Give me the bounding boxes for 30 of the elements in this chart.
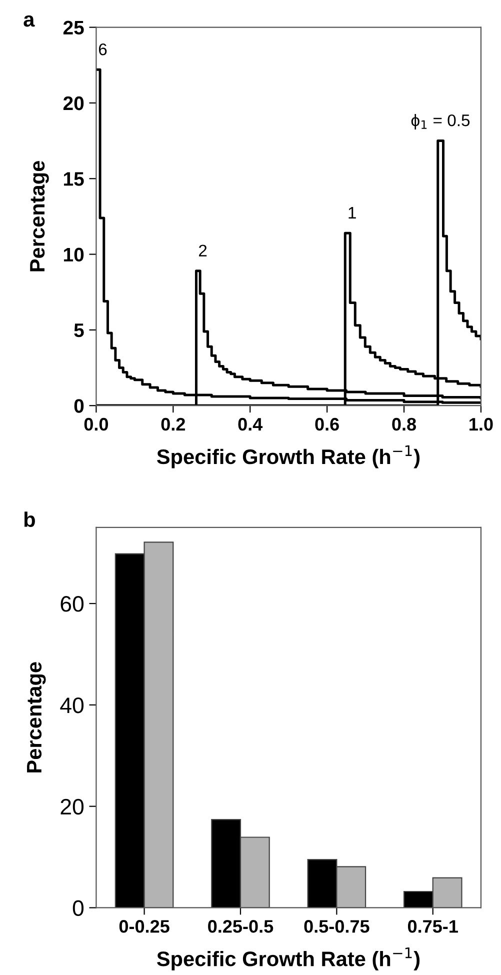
y-tick-label: 5 [74,324,84,338]
x-tick-label: 0.8 [392,418,416,431]
y-tick-label: 40 [60,697,84,714]
x-tick-label: 0.0 [84,418,108,431]
y-tick-label: 20 [60,798,84,815]
x-tick-label: 0.6 [315,418,339,431]
x-tick-label: 0.25-0.5 [208,920,274,933]
x-tick-label: 0.5-0.75 [304,920,370,933]
y-axis-title: Percentage [27,662,46,772]
y-tick-label: 15 [64,172,84,186]
x-tick-label: 0.2 [161,418,185,431]
annotation: 6 [98,43,107,56]
y-tick-label: 60 [60,596,84,612]
x-tick-label: 0.75-1 [408,920,458,933]
annotation: 1 [348,207,356,219]
y-tick-label: 0 [72,900,84,916]
chart-title: a [24,15,35,27]
x-axis-title: Specific Growth Rate (h$^{−1}$) [156,947,420,970]
y-tick-label: 10 [64,248,84,262]
annotation: 2 [198,244,207,256]
x-tick-label: 0-0.25 [119,920,170,933]
annotation: ϕ$_{1}$ = 0.5 [411,114,470,130]
y-tick-label: 20 [63,96,84,110]
x-tick-label: 0.4 [238,418,263,431]
x-tick-label: 1.0 [470,418,493,431]
x-axis-title: Specific Growth Rate (h$^{−1}$) [156,445,420,468]
y-tick-label: 0 [74,399,84,413]
y-tick-label: 25 [63,20,84,35]
y-axis-title: Percentage [30,160,49,272]
chart-title: b [24,512,35,527]
